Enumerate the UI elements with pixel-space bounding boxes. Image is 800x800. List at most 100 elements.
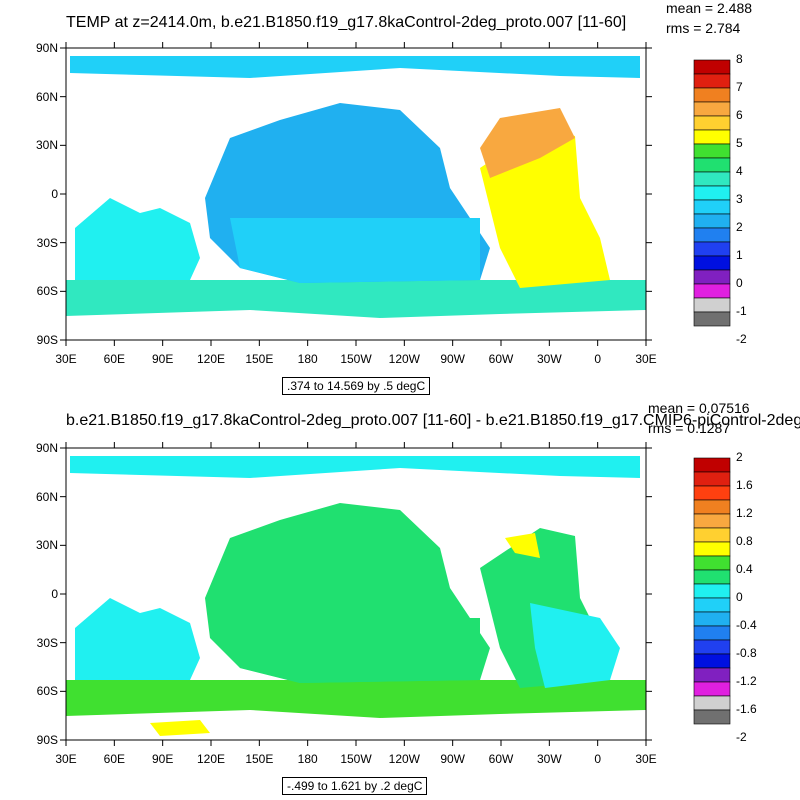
- panel1-lat-label: 30S: [36, 235, 58, 250]
- pacific-south: [230, 618, 480, 683]
- panel1-colorbar-segment: [693, 269, 731, 285]
- panel2-colorbar-segment: [693, 513, 731, 529]
- panel1-colorbar-label: 4: [736, 164, 743, 178]
- panel2-lon-label: 90E: [151, 752, 174, 766]
- panel2-colorbar-label: -1.6: [736, 702, 757, 716]
- panel2-mean: mean = 0.07516: [648, 400, 750, 416]
- panel1-colorbar-label: 1: [736, 248, 743, 262]
- panel2-colorbar-segment: [693, 569, 731, 585]
- panel1-colorbar-label: -2: [736, 332, 747, 346]
- panel1-lat-label: 90S: [36, 333, 58, 347]
- panel2-colorbar-segment: [693, 625, 731, 641]
- panel1-colorbar-segment: [693, 185, 731, 201]
- panel2-colorbar-label: -0.8: [736, 646, 757, 660]
- panel2-lon-label: 30W: [536, 752, 562, 766]
- panel2-lon-label: 30E: [635, 752, 657, 766]
- panel2-lat-label: 60N: [35, 489, 58, 504]
- panel2-colorbar-segment: [693, 695, 731, 711]
- panel1-ocean: [66, 56, 646, 318]
- panel2-title: b.e21.B1850.f19_g17.8kaControl-2deg_prot…: [66, 412, 800, 429]
- panel2-colorbar-segment: [693, 471, 731, 487]
- indian-ocean: [75, 598, 200, 680]
- panel1-mean: mean = 2.488: [666, 0, 753, 16]
- panel1-lon-label: 150E: [245, 352, 274, 366]
- panel1-lon-label: 60E: [103, 352, 125, 366]
- panel2-colorbar-label: -1.2: [736, 674, 757, 688]
- panel2-colorbar-segment: [693, 611, 731, 627]
- panel2-colorbar-segment: [693, 597, 731, 613]
- pacific-south: [230, 218, 480, 283]
- panel2-range-label: -.499 to 1.621 by .2 degC: [282, 777, 428, 795]
- panel2-rms: rms = 0.1287: [648, 420, 731, 436]
- panel2-lat-label: 0: [51, 587, 58, 601]
- panel1-colorbar-label: 2: [736, 220, 743, 234]
- panel2-colorbar-segment: [693, 667, 731, 683]
- panel2-lon-label: 60W: [488, 752, 514, 766]
- panel1-colorbar-segment: [693, 297, 731, 313]
- panel2-colorbar-label: 0.4: [736, 562, 753, 576]
- panel2-ocean: [66, 456, 646, 736]
- arctic-ocean: [70, 456, 640, 478]
- panel2-colorbar-label: -0.4: [736, 618, 757, 632]
- panel2-lat-label: 90N: [35, 441, 58, 455]
- panel2-lon-label: 0: [594, 752, 601, 766]
- panel2-colorbar-segment: [693, 541, 731, 557]
- north-atlantic-warm: [480, 108, 575, 178]
- panel1-lon-label: 120E: [196, 352, 226, 366]
- panel2-colorbar-segment: [693, 583, 731, 599]
- panel1-title: TEMP at z=2414.0m, b.e21.B1850.f19_g17.8…: [66, 14, 627, 31]
- panel1-lon-label: 30W: [536, 352, 562, 366]
- panel2-colorbar-label: 0.8: [736, 534, 753, 548]
- panel1-lon-label: 150W: [340, 352, 372, 366]
- panel2-lat-label: 60S: [36, 684, 58, 699]
- panel1-lat-label: 60N: [35, 89, 58, 104]
- panel1-lon-label: 30E: [635, 352, 657, 366]
- panel1-colorbar-segment: [693, 73, 731, 89]
- panel2-colorbar-label: 0: [736, 590, 743, 604]
- panel1-colorbar-segment: [693, 171, 731, 187]
- panel1-colorbar-label: 3: [736, 192, 743, 206]
- panel1-rms: rms = 2.784: [666, 20, 741, 36]
- panel2-lon-label: 120W: [388, 752, 420, 766]
- panel1-colorbar-label: 8: [736, 52, 743, 66]
- panel1-colorbar-segment: [693, 157, 731, 173]
- panel1-lat-label: 90N: [35, 41, 58, 55]
- panel2-colorbar-segment: [693, 639, 731, 655]
- panel1-colorbar-segment: [693, 143, 731, 159]
- panel1-colorbar-label: -1: [736, 304, 747, 318]
- panel2-colorbar-segment: [693, 555, 731, 571]
- panel2-lon-label: 60E: [103, 752, 125, 766]
- panel1-colorbar-label: 7: [736, 80, 743, 94]
- panel1-lon-label: 60W: [488, 352, 514, 366]
- panel1-colorbar-label: 0: [736, 276, 743, 290]
- panel1-colorbar-segment: [693, 227, 731, 243]
- panel1-lon-label: 90W: [440, 352, 465, 366]
- panel1-colorbar-segment: [693, 241, 731, 257]
- panel2-colorbar-segment: [693, 485, 731, 501]
- arctic-ocean: [70, 56, 640, 78]
- panel1-lon-label: 120W: [388, 352, 420, 366]
- panel2-colorbar-segment: [693, 709, 731, 725]
- panel1-colorbar-segment: [693, 115, 731, 131]
- panel2-lat-label: 30N: [35, 538, 58, 553]
- panel1-colorbar-segment: [693, 255, 731, 271]
- panel1-colorbar-segment: [693, 311, 731, 327]
- panel2-lon-label: 150W: [340, 752, 372, 766]
- panel2-colorbar-label: 1.6: [736, 478, 753, 492]
- panel1-colorbar-segment: [693, 129, 731, 145]
- panel1-colorbar-label: 5: [736, 136, 743, 150]
- panel1-colorbar-segment: [693, 283, 731, 299]
- panel1-lon-label: 180: [297, 352, 318, 366]
- panel2-lon-label: 180: [297, 752, 318, 766]
- panel2-colorbar-segment: [693, 681, 731, 697]
- panel1-lon-label: 90E: [151, 352, 174, 366]
- indian-ocean: [75, 198, 200, 280]
- panel2-lat-label: 90S: [36, 733, 58, 747]
- panel2-colorbar-label: 1.2: [736, 506, 753, 520]
- panel2-lon-label: 30E: [55, 752, 77, 766]
- panel2-lon-label: 150E: [245, 752, 274, 766]
- panel1-colorbar-segment: [693, 59, 731, 75]
- panel1-colorbar-label: 6: [736, 108, 743, 122]
- panel1-colorbar-segment: [693, 87, 731, 103]
- panel2-lon-label: 90W: [440, 752, 465, 766]
